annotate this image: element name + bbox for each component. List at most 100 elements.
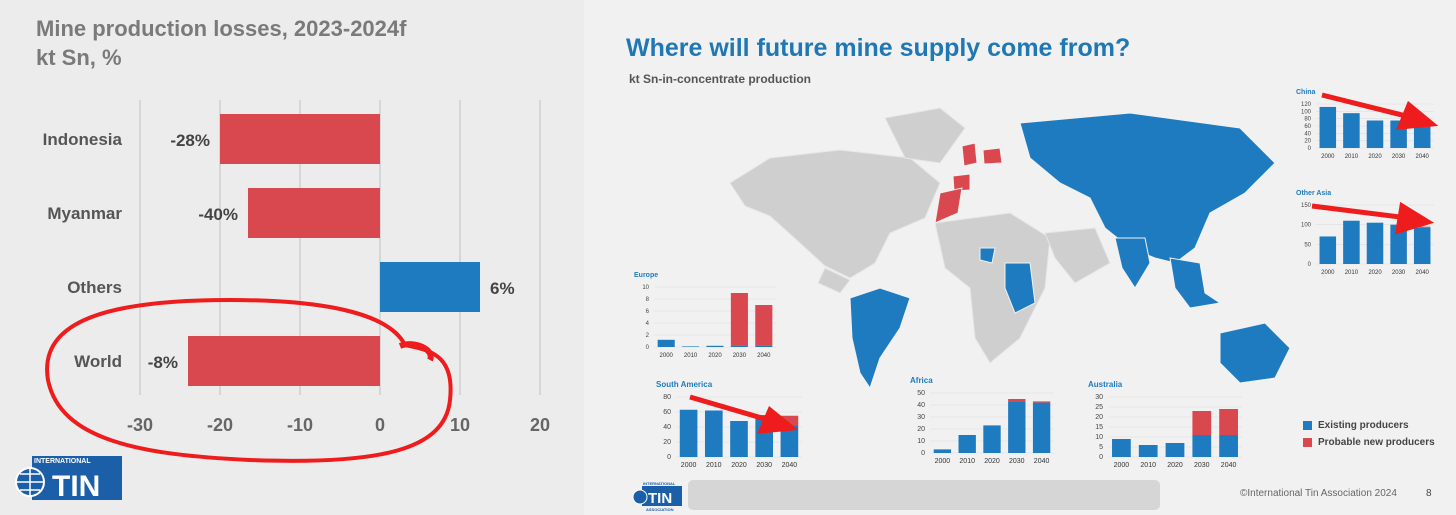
mini-bar xyxy=(1219,409,1238,435)
mini-bar xyxy=(682,346,700,347)
left-slide xyxy=(0,0,584,515)
mini-bar xyxy=(1112,439,1131,457)
bar xyxy=(188,336,380,386)
arrow-other-asia xyxy=(1311,203,1409,221)
map-greenland xyxy=(884,107,966,164)
left-chart-subtitle: kt Sn, % xyxy=(36,45,122,70)
arrow-south-america-head xyxy=(757,405,799,434)
mini-y-tick-label: 80 xyxy=(663,394,671,401)
x-tick-label: -20 xyxy=(207,415,233,435)
legend-probable: Probable new producers xyxy=(1303,437,1435,448)
mini-x-tick-label: 2030 xyxy=(1194,462,1210,469)
mini-x-tick-label: 2010 xyxy=(1345,270,1359,276)
mini-bar xyxy=(780,425,799,457)
mini-x-tick-label: 2040 xyxy=(1221,462,1237,469)
mini-bar xyxy=(1032,402,1051,453)
mini-bar xyxy=(1366,222,1384,264)
x-tick-label: -10 xyxy=(287,415,313,435)
right-slide-subtitle: kt Sn-in-concentrate production xyxy=(629,72,812,86)
left-bar-chart: -30 -20 -10 0 10 20 Indonesia -28% Myanmar -40% Ot… xyxy=(43,100,550,435)
mini-y-tick-label: 60 xyxy=(1304,124,1311,130)
mini-y-tick-label: 30 xyxy=(1095,394,1103,401)
mini-y-tick-label: 60 xyxy=(663,409,671,416)
logo-right-bottom-text: ASSOCIATION xyxy=(646,507,674,512)
map-central-america xyxy=(817,267,851,294)
legend-existing: Existing producers xyxy=(1303,420,1435,431)
mini-y-tick-label: 10 xyxy=(1095,434,1103,441)
right-slide-title: Where will future mine supply come from? xyxy=(626,34,1131,62)
globe-icon-small xyxy=(632,489,648,505)
legend: Existing producers Probable new producer… xyxy=(1303,420,1435,454)
logo-left-main-text: TIN xyxy=(52,470,100,502)
mini-y-tick-label: 6 xyxy=(646,309,650,315)
mini-x-tick-label: 2040 xyxy=(1416,270,1430,276)
mini-bar xyxy=(1343,220,1360,264)
mini-x-tick-label: 2020 xyxy=(708,353,722,359)
map-australia xyxy=(1219,322,1291,384)
mini-bar xyxy=(983,425,1001,453)
map-west-africa xyxy=(979,247,996,264)
mini-x-tick-label: 2020 xyxy=(984,458,1000,465)
mini-x-tick-label: 2000 xyxy=(935,458,951,465)
logo-left-top-text: INTERNATIONAL xyxy=(34,458,91,465)
category-label: Indonesia xyxy=(43,130,123,149)
mini-y-tick-label: 40 xyxy=(663,424,671,431)
data-label: -8% xyxy=(148,353,178,372)
mini-y-tick-label: 0 xyxy=(921,450,925,457)
mini-y-tick-label: 25 xyxy=(1095,404,1103,411)
mini-bar xyxy=(1413,227,1431,264)
arrow-other-asia-head xyxy=(1394,201,1435,235)
mini-x-tick-label: 2020 xyxy=(1368,270,1382,276)
mini-x-tick-label: 2010 xyxy=(959,458,975,465)
mini-x-tick-label: 2010 xyxy=(1140,462,1156,469)
map-southeast-asia xyxy=(1169,257,1222,309)
mini-bar xyxy=(679,409,698,457)
annotation-circle xyxy=(45,297,453,463)
mini-bar xyxy=(1008,401,1026,453)
mini-bar xyxy=(730,293,748,346)
mini-bar xyxy=(958,435,976,453)
itia-logo-right: INTERNATIONAL TIN ASSOCIATION xyxy=(632,481,682,512)
mini-bar xyxy=(1008,399,1026,402)
mini-chart-title: Australia xyxy=(1088,380,1123,389)
footer-bar xyxy=(688,480,1160,510)
map-central-europe xyxy=(982,147,1003,165)
mini-bar xyxy=(1165,443,1185,457)
mini-y-tick-label: 100 xyxy=(1301,223,1312,229)
mini-y-tick-label: 120 xyxy=(1301,102,1312,108)
mini-bar xyxy=(1319,106,1337,148)
mini-y-tick-label: 50 xyxy=(1304,242,1311,248)
mini-x-tick-label: 2020 xyxy=(1368,154,1382,160)
map-middle-east xyxy=(1044,227,1111,284)
data-label: 6% xyxy=(490,279,515,298)
mini-bar xyxy=(780,415,799,426)
mini-x-tick-label: 2000 xyxy=(1114,462,1130,469)
arrow-china xyxy=(1321,92,1415,121)
mini-bar xyxy=(1366,120,1384,148)
mini-x-tick-label: 2020 xyxy=(1167,462,1183,469)
x-tick-label: -30 xyxy=(127,415,153,435)
mini-y-tick-label: 5 xyxy=(1099,444,1103,451)
mini-bar xyxy=(1390,224,1407,264)
mini-x-tick-label: 2000 xyxy=(660,353,674,359)
mini-bar xyxy=(1032,401,1051,403)
map-north-america xyxy=(729,149,941,279)
mini-y-tick-label: 80 xyxy=(1304,117,1311,123)
mini-chart-title: South America xyxy=(656,380,713,389)
mini-bar xyxy=(706,345,724,347)
mini-y-tick-label: 4 xyxy=(646,321,650,327)
mini-x-tick-label: 2040 xyxy=(757,353,771,359)
mini-chart-title: Africa xyxy=(910,376,933,385)
mini-bar xyxy=(755,345,773,347)
mini-x-tick-label: 2010 xyxy=(684,353,698,359)
category-label: Others xyxy=(67,278,122,297)
data-label: -40% xyxy=(198,205,238,224)
mini-x-tick-label: 2040 xyxy=(1034,458,1050,465)
category-label: World xyxy=(74,352,122,371)
x-tick-label: 20 xyxy=(530,415,550,435)
mini-bar xyxy=(1319,236,1337,264)
mini-chart-australia: Australia 0 5 10 15 20 25 30 2000 2010 2020 2030 204… xyxy=(1088,380,1242,469)
